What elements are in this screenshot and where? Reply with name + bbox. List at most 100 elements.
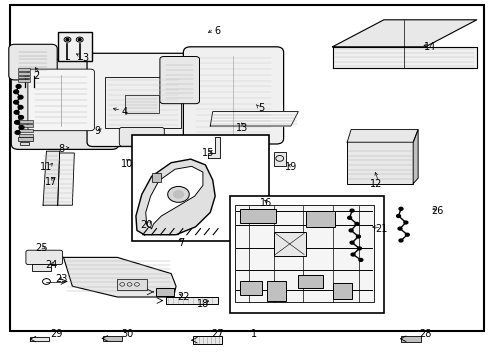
- Polygon shape: [58, 153, 74, 205]
- Bar: [156, 288, 173, 296]
- Circle shape: [398, 207, 402, 210]
- Polygon shape: [63, 257, 176, 297]
- Circle shape: [16, 85, 21, 88]
- Bar: [234, 205, 373, 302]
- Text: 18: 18: [196, 299, 209, 309]
- Bar: [124, 95, 159, 113]
- Text: 17: 17: [45, 177, 58, 187]
- Polygon shape: [136, 159, 215, 235]
- Bar: [18, 72, 30, 75]
- Bar: [19, 120, 33, 123]
- Text: 26: 26: [430, 206, 443, 216]
- Circle shape: [348, 229, 352, 232]
- FancyBboxPatch shape: [11, 59, 119, 149]
- Text: 2: 2: [34, 71, 40, 81]
- Circle shape: [358, 258, 362, 261]
- Bar: [332, 283, 351, 299]
- Circle shape: [14, 111, 19, 114]
- Polygon shape: [412, 130, 417, 184]
- FancyBboxPatch shape: [87, 53, 201, 147]
- Bar: [400, 336, 420, 342]
- Bar: [239, 209, 276, 223]
- Text: 25: 25: [35, 243, 48, 253]
- Polygon shape: [346, 130, 417, 142]
- Circle shape: [405, 233, 408, 236]
- Circle shape: [15, 121, 20, 124]
- Circle shape: [349, 241, 353, 244]
- Bar: [32, 264, 51, 271]
- Circle shape: [18, 95, 23, 99]
- Text: 23: 23: [55, 274, 67, 284]
- Circle shape: [78, 39, 81, 41]
- Bar: [266, 281, 285, 301]
- Bar: [18, 76, 30, 78]
- FancyBboxPatch shape: [9, 44, 57, 80]
- Text: 15: 15: [201, 148, 214, 158]
- Polygon shape: [332, 20, 476, 47]
- Bar: [18, 137, 33, 141]
- Text: 3: 3: [82, 53, 88, 63]
- Text: 10: 10: [121, 159, 133, 169]
- Bar: [102, 336, 122, 341]
- Bar: [117, 279, 146, 290]
- Text: 20: 20: [140, 220, 153, 230]
- Text: 6: 6: [214, 26, 220, 36]
- Bar: [18, 79, 30, 82]
- FancyBboxPatch shape: [28, 69, 94, 131]
- Circle shape: [354, 222, 358, 225]
- Circle shape: [66, 39, 69, 41]
- Text: 27: 27: [211, 329, 224, 339]
- Circle shape: [167, 186, 189, 202]
- Polygon shape: [145, 166, 203, 229]
- Bar: [19, 134, 33, 137]
- Bar: [305, 211, 334, 227]
- Bar: [273, 152, 285, 166]
- Bar: [132, 135, 268, 241]
- Circle shape: [349, 209, 353, 212]
- Polygon shape: [30, 337, 49, 341]
- Bar: [19, 129, 33, 132]
- Bar: [19, 124, 33, 127]
- Circle shape: [18, 105, 23, 109]
- Bar: [229, 196, 383, 313]
- Text: 7: 7: [178, 238, 183, 248]
- FancyBboxPatch shape: [26, 250, 62, 265]
- Circle shape: [19, 116, 23, 119]
- Circle shape: [356, 235, 360, 238]
- Text: 21: 21: [374, 224, 387, 234]
- Circle shape: [350, 253, 354, 256]
- Polygon shape: [43, 151, 60, 205]
- Bar: [151, 173, 161, 182]
- Text: 29: 29: [50, 329, 62, 339]
- Circle shape: [173, 191, 183, 198]
- Bar: [193, 336, 222, 344]
- Bar: [105, 77, 181, 128]
- Text: 11: 11: [40, 162, 53, 172]
- Text: 28: 28: [418, 329, 431, 339]
- Text: 19: 19: [284, 162, 297, 172]
- Text: 24: 24: [45, 260, 58, 270]
- FancyBboxPatch shape: [183, 47, 283, 144]
- Circle shape: [357, 247, 361, 250]
- Bar: [298, 275, 322, 288]
- Text: 4: 4: [122, 107, 127, 117]
- Circle shape: [403, 221, 407, 224]
- FancyBboxPatch shape: [160, 57, 199, 104]
- Text: 1: 1: [251, 329, 257, 339]
- Polygon shape: [332, 47, 476, 68]
- Bar: [239, 281, 261, 295]
- Circle shape: [14, 90, 19, 94]
- Polygon shape: [207, 137, 220, 158]
- Circle shape: [15, 131, 20, 134]
- Text: 30: 30: [121, 329, 133, 339]
- Text: 12: 12: [369, 179, 382, 189]
- Bar: [346, 142, 412, 184]
- Bar: [58, 32, 92, 61]
- Text: 14: 14: [423, 42, 436, 52]
- Text: 9: 9: [95, 126, 101, 136]
- Bar: [20, 142, 29, 145]
- Text: 22: 22: [177, 292, 189, 302]
- Bar: [273, 232, 305, 256]
- FancyBboxPatch shape: [119, 127, 164, 146]
- Circle shape: [397, 227, 401, 230]
